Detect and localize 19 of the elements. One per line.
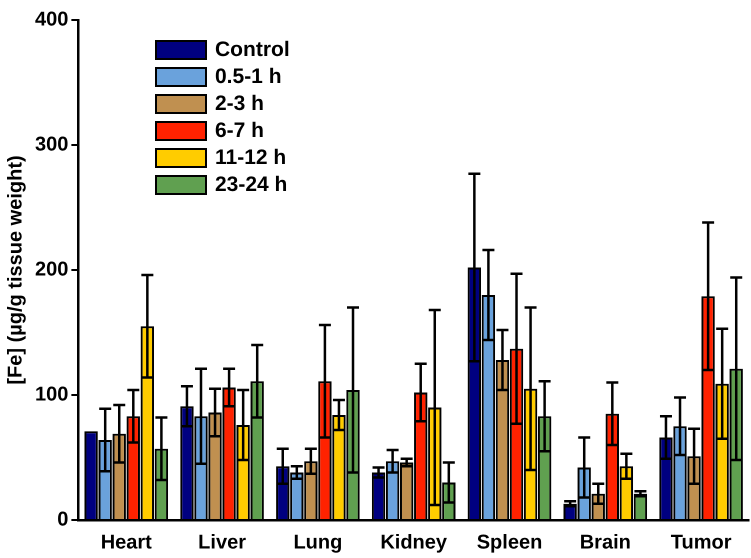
y-tick-label: 300 (34, 134, 68, 156)
x-tick-label: Spleen (476, 532, 542, 554)
legend-label: Control (215, 38, 290, 62)
y-tick-label: 100 (34, 384, 68, 406)
x-tick-label: Liver (198, 532, 246, 554)
x-tick-label: Brain (580, 532, 631, 554)
legend-label: 23-24 h (215, 172, 288, 196)
x-tick-label: Kidney (380, 532, 448, 554)
x-tick-label: Tumor (670, 532, 732, 554)
legend-label: 2-3 h (215, 92, 264, 116)
y-tick-label: 400 (34, 8, 68, 31)
x-tick-label: Lung (293, 532, 342, 554)
legend-label: 6-7 h (215, 118, 264, 142)
legend-label: 0.5-1 h (215, 64, 282, 88)
x-tick-label: Heart (100, 532, 152, 554)
y-tick-label: 0 (57, 508, 68, 531)
y-axis-title: [Fe] (µg/g tissue weight) (4, 155, 27, 385)
legend-label: 11-12 h (215, 146, 286, 170)
y-tick-label: 200 (34, 258, 68, 281)
